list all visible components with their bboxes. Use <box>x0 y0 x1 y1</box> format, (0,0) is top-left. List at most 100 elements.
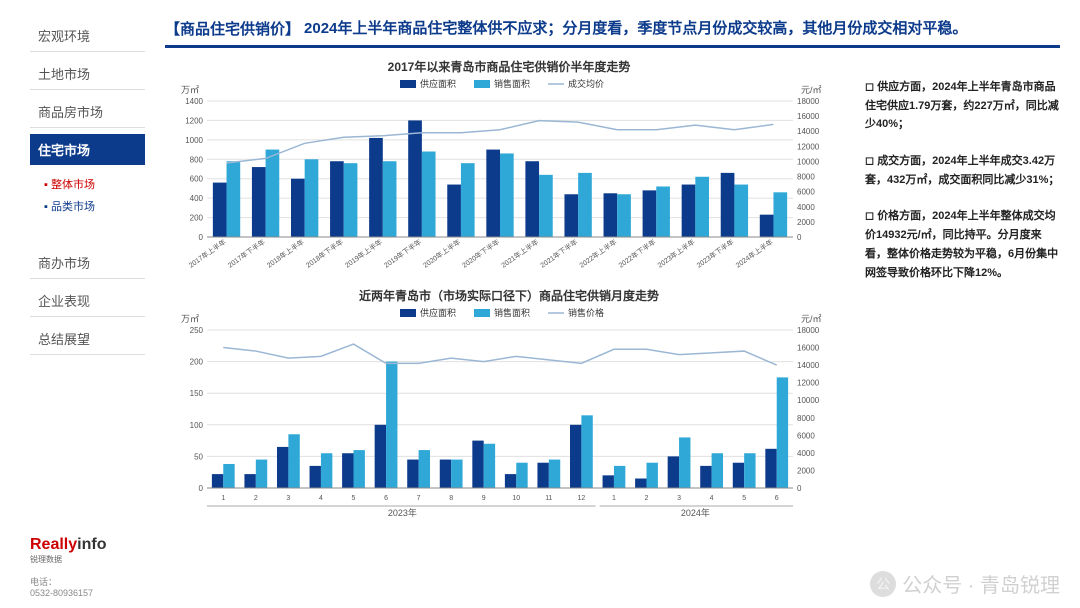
svg-text:0: 0 <box>199 233 204 242</box>
svg-text:元/㎡: 元/㎡ <box>801 85 822 95</box>
svg-text:成交均价: 成交均价 <box>568 79 604 89</box>
svg-text:14000: 14000 <box>797 127 820 136</box>
svg-text:10000: 10000 <box>797 157 820 166</box>
svg-text:8000: 8000 <box>797 414 815 423</box>
svg-text:4: 4 <box>319 495 323 502</box>
svg-text:2022年下半年: 2022年下半年 <box>617 237 658 269</box>
svg-text:3: 3 <box>677 495 681 502</box>
page-title: 2024年上半年商品住宅整体供不应求；分月度看，季度节点月份成交较高，其他月份成… <box>304 18 1060 39</box>
bullet-2: 价格方面，2024年上半年整体成交均价14932元/㎡，同比持平。分月度来看，整… <box>865 207 1060 282</box>
svg-text:2023年: 2023年 <box>388 507 417 518</box>
svg-text:万㎡: 万㎡ <box>181 314 199 324</box>
svg-text:200: 200 <box>190 358 204 367</box>
svg-text:8000: 8000 <box>797 173 815 182</box>
nav-2[interactable]: 商品房市场 <box>30 96 145 128</box>
divider <box>165 45 1060 48</box>
svg-text:2019年上半年: 2019年上半年 <box>343 237 384 269</box>
watermark: 公 公众号 · 青岛锐理 <box>870 569 1060 598</box>
nav-3[interactable]: 住宅市场 <box>30 134 145 165</box>
svg-text:供应面积: 供应面积 <box>420 308 456 318</box>
svg-text:100: 100 <box>190 421 204 430</box>
subnav-0[interactable]: 整体市场 <box>44 173 145 195</box>
svg-text:3: 3 <box>286 495 290 502</box>
logo: Reallyinfo 锐理数据 电话：0532-80936157 <box>30 536 145 598</box>
svg-text:2018年下半年: 2018年下半年 <box>304 237 345 269</box>
svg-text:250: 250 <box>190 326 204 335</box>
svg-text:销售面积: 销售面积 <box>494 308 530 318</box>
svg-text:400: 400 <box>190 194 204 203</box>
svg-text:2024年上半年: 2024年上半年 <box>734 237 775 269</box>
nav-5[interactable]: 企业表现 <box>30 285 145 317</box>
svg-text:10: 10 <box>512 495 520 502</box>
sidebar: 宏观环境土地市场商品房市场住宅市场 整体市场品类市场 商办市场企业表现总结展望 … <box>0 0 155 608</box>
nav-0[interactable]: 宏观环境 <box>30 20 145 52</box>
svg-text:6000: 6000 <box>797 431 815 440</box>
logo-r: Really <box>30 536 77 553</box>
svg-text:8: 8 <box>449 495 453 502</box>
svg-text:6: 6 <box>384 495 388 502</box>
nav-4[interactable]: 商办市场 <box>30 247 145 279</box>
svg-text:2021年下半年: 2021年下半年 <box>538 237 579 269</box>
svg-text:150: 150 <box>190 389 204 398</box>
svg-text:7: 7 <box>417 495 421 502</box>
nav-6[interactable]: 总结展望 <box>30 323 145 355</box>
chart1: 0200400600800100012001400020004000600080… <box>165 79 835 279</box>
section-tag: 【商品住宅供销价】 <box>165 18 300 39</box>
logo-rest: info <box>77 536 106 553</box>
svg-text:16000: 16000 <box>797 112 820 121</box>
svg-text:1: 1 <box>612 495 616 502</box>
svg-text:4: 4 <box>710 495 714 502</box>
svg-text:18000: 18000 <box>797 97 820 106</box>
svg-text:0: 0 <box>797 484 802 493</box>
svg-text:12: 12 <box>577 495 585 502</box>
summary-bullets: 供应方面，2024年上半年青岛市商品住宅供应1.79万套，约227万㎡，同比减少… <box>865 58 1060 518</box>
svg-text:1: 1 <box>221 495 225 502</box>
svg-text:9: 9 <box>482 495 486 502</box>
svg-text:1400: 1400 <box>185 97 203 106</box>
chart2: 0501001502002500200040006000800010000120… <box>165 308 835 518</box>
svg-text:2017年上半年: 2017年上半年 <box>187 237 228 269</box>
svg-text:2: 2 <box>645 495 649 502</box>
svg-text:2000: 2000 <box>797 218 815 227</box>
main-content: 【商品住宅供销价】 2024年上半年商品住宅整体供不应求；分月度看，季度节点月份… <box>155 0 1080 608</box>
svg-text:1200: 1200 <box>185 116 203 125</box>
nav-1[interactable]: 土地市场 <box>30 58 145 90</box>
svg-text:0: 0 <box>797 233 802 242</box>
svg-text:800: 800 <box>190 155 204 164</box>
wechat-icon: 公 <box>870 571 896 597</box>
chart2-title: 近两年青岛市（市场实际口径下）商品住宅供销月度走势 <box>165 287 853 304</box>
svg-text:6000: 6000 <box>797 188 815 197</box>
svg-text:5: 5 <box>352 495 356 502</box>
svg-text:2021年上半年: 2021年上半年 <box>499 237 540 269</box>
svg-text:4000: 4000 <box>797 203 815 212</box>
subnav-1[interactable]: 品类市场 <box>44 195 145 217</box>
svg-text:4000: 4000 <box>797 449 815 458</box>
svg-text:5: 5 <box>742 495 746 502</box>
logo-sub: 锐理数据 <box>30 554 145 565</box>
bullet-1: 成交方面，2024年上半年成交3.42万套，432万㎡，成交面积同比减少31%； <box>865 152 1060 189</box>
svg-text:销售面积: 销售面积 <box>494 79 530 89</box>
svg-text:2020年下半年: 2020年下半年 <box>460 237 501 269</box>
svg-text:2024年: 2024年 <box>681 507 710 518</box>
svg-text:2023年下半年: 2023年下半年 <box>695 237 736 269</box>
chart1-title: 2017年以来青岛市商品住宅供销价半年度走势 <box>165 58 853 75</box>
svg-text:2019年下半年: 2019年下半年 <box>382 237 423 269</box>
svg-text:0: 0 <box>199 484 204 493</box>
svg-text:600: 600 <box>190 175 204 184</box>
svg-text:2000: 2000 <box>797 466 815 475</box>
svg-text:14000: 14000 <box>797 361 820 370</box>
svg-text:10000: 10000 <box>797 396 820 405</box>
svg-text:2020年上半年: 2020年上半年 <box>421 237 462 269</box>
svg-text:11: 11 <box>545 495 552 502</box>
svg-text:2022年上半年: 2022年上半年 <box>577 237 618 269</box>
svg-text:1000: 1000 <box>185 136 203 145</box>
svg-text:2017年下半年: 2017年下半年 <box>226 237 267 269</box>
bullet-0: 供应方面，2024年上半年青岛市商品住宅供应1.79万套，约227万㎡，同比减少… <box>865 78 1060 134</box>
svg-text:50: 50 <box>194 452 203 461</box>
svg-text:12000: 12000 <box>797 142 820 151</box>
svg-text:2018年上半年: 2018年上半年 <box>265 237 306 269</box>
svg-text:12000: 12000 <box>797 379 820 388</box>
phone: 电话：0532-80936157 <box>30 575 145 598</box>
svg-text:万㎡: 万㎡ <box>181 85 199 95</box>
svg-text:元/㎡: 元/㎡ <box>801 314 822 324</box>
